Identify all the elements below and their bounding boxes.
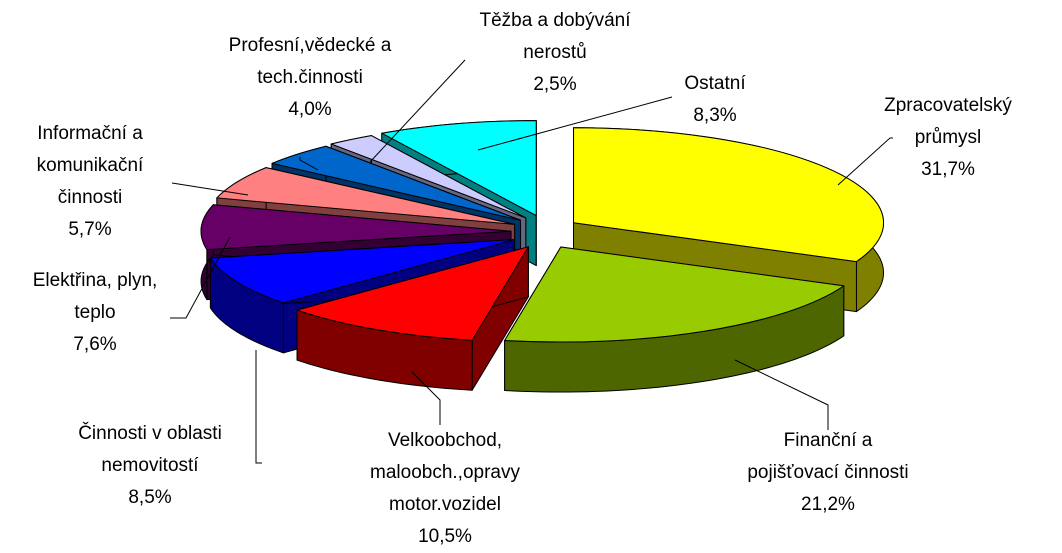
value-label: 8,5% [128, 487, 172, 508]
leader-line [734, 359, 829, 430]
slice-label: Těžba a dobývání nerostů 2,5% [479, 5, 630, 101]
slice-label: Elektřina, plyn, teplo 7,6% [33, 265, 158, 361]
leader-line [411, 371, 441, 425]
category-label: Činnosti v oblasti nemovitostí [78, 423, 222, 476]
slice [330, 135, 527, 219]
value-label: 31,7% [921, 159, 975, 180]
category-label: Těžba a dobývání nerostů [479, 10, 631, 63]
slice [573, 127, 885, 263]
category-label: Elektřina, plyn, teplo [32, 270, 158, 323]
slice [200, 204, 512, 251]
leader-lines [170, 59, 893, 464]
slice-label: Zpracovatelský průmysl 31,7% [884, 90, 1012, 186]
category-label: Zpracovatelský průmysl [884, 95, 1012, 148]
slice [216, 167, 516, 225]
leader-line [369, 59, 466, 163]
value-label: 7,6% [73, 334, 117, 355]
value-label: 10,5% [418, 526, 472, 547]
slices [200, 120, 885, 393]
category-label: Profesní,vědecké a tech.činnosti [228, 35, 392, 88]
value-label: 21,2% [801, 494, 855, 515]
category-label: Finanční a pojišťovací činnosti [747, 430, 909, 483]
slice-label: Činnosti v oblasti nemovitostí 8,5% [78, 418, 222, 514]
category-label: Ostatní [684, 73, 746, 94]
leader-line [170, 236, 231, 319]
slice-label: Finanční a pojišťovací činnosti 21,2% [747, 425, 908, 521]
slice [504, 246, 845, 343]
category-label: Informační a komunikační činnosti [36, 123, 144, 208]
category-label: Velkoobchod, maloobch.,opravy motor.vozi… [370, 430, 520, 515]
slice-label: Profesní,vědecké a tech.činnosti 4,0% [229, 30, 392, 126]
slice [271, 145, 522, 221]
value-label: 5,7% [68, 219, 112, 240]
value-label: 4,0% [288, 99, 332, 120]
leader-line [171, 182, 249, 196]
slice-label: Ostatní 8,3% [684, 68, 745, 132]
slice [209, 239, 516, 304]
value-label: 8,3% [693, 105, 737, 126]
slice [296, 246, 529, 341]
leader-line [299, 157, 319, 171]
leader-line [837, 137, 893, 186]
slice-label: Velkoobchod, maloobch.,opravy motor.vozi… [370, 425, 520, 553]
leader-line [477, 96, 673, 151]
value-label: 2,5% [533, 74, 577, 95]
slice-label: Informační a komunikační činnosti 5,7% [37, 118, 144, 246]
leader-line [255, 350, 262, 464]
